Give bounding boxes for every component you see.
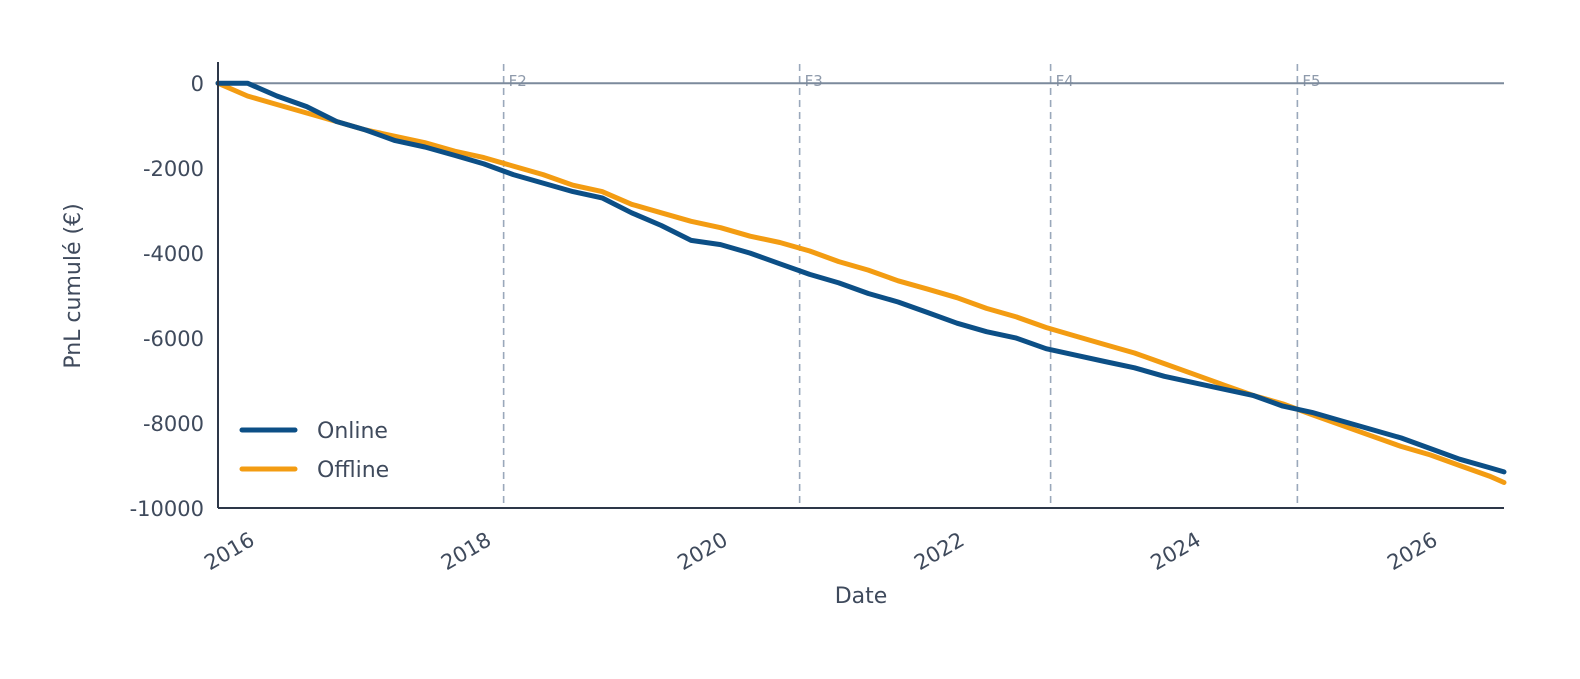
x-tick-labels: 2016 2018 2020 2022 2024 2026: [200, 528, 1441, 576]
legend: Online Offline: [239, 419, 389, 483]
legend-label-offline: Offline: [317, 458, 389, 483]
x-tick-label: 2018: [437, 528, 495, 576]
legend-label-online: Online: [317, 419, 388, 444]
x-tick-label: 2020: [673, 528, 731, 576]
marker-label-f5: F5: [1302, 72, 1320, 90]
y-tick-label: -10000: [130, 497, 204, 521]
y-tick-label: -2000: [143, 157, 204, 181]
y-tick-label: -8000: [143, 412, 204, 436]
x-axis-title: Date: [835, 584, 888, 609]
x-tick-label: 2022: [910, 528, 968, 576]
x-tick-label: 2016: [200, 528, 258, 576]
y-tick-labels: 0 -2000 -4000 -6000 -8000 -10000: [130, 72, 204, 521]
series-lines: [215, 80, 1507, 485]
y-tick-label: -6000: [143, 327, 204, 351]
vertical-markers: F2 F3 F4 F5: [502, 64, 1321, 508]
marker-label-f2: F2: [509, 72, 527, 90]
y-tick-label: -4000: [143, 242, 204, 266]
marker-label-f4: F4: [1056, 72, 1074, 90]
x-tick-label: 2024: [1146, 528, 1204, 576]
series-line-online: [215, 80, 1507, 475]
marker-label-f3: F3: [805, 72, 823, 90]
y-axis-title: PnL cumulé (€): [61, 203, 86, 368]
y-tick-label: 0: [191, 72, 204, 96]
x-tick-label: 2026: [1383, 528, 1441, 576]
